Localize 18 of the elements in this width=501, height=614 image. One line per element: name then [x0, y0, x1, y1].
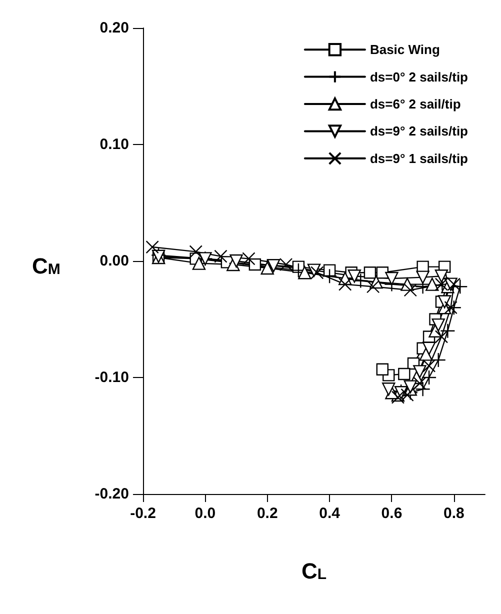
y-tick-label: -0.20	[94, 486, 129, 502]
x-axis-title: CL	[301, 558, 327, 584]
y-tick-label: 0.10	[100, 136, 129, 153]
x-tick-label: 0.8	[443, 505, 464, 522]
y-tick-label: 0.20	[100, 20, 129, 36]
y-tick-label: 0.00	[100, 252, 129, 270]
x-tick-label: 0.4	[319, 505, 341, 522]
legend-label: ds=9° 1 sails/tip	[370, 150, 468, 166]
x-tick-label: 0.2	[256, 505, 278, 522]
x-tick-label: -0.2	[130, 505, 156, 522]
legend-label: ds=0° 2 sails/tip	[370, 69, 468, 84]
y-tick-label: -0.10	[94, 369, 129, 386]
legend-label: ds=9° 2 sails/tip	[370, 124, 468, 139]
x-tick-label: 0.6	[381, 505, 402, 522]
y-axis-title: CM	[32, 254, 60, 278]
legend-label: ds=6° 2 sail/tip	[370, 96, 461, 112]
legend-label: Basic Wing	[370, 42, 440, 58]
x-tick-label: 0.0	[194, 505, 216, 522]
